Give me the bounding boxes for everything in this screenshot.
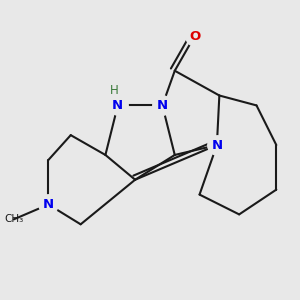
Text: H: H — [110, 84, 118, 97]
Text: N: N — [211, 139, 222, 152]
Text: O: O — [189, 30, 200, 43]
Text: N: N — [157, 99, 168, 112]
Text: CH₃: CH₃ — [4, 214, 23, 224]
Text: N: N — [112, 99, 123, 112]
Text: N: N — [43, 198, 54, 211]
